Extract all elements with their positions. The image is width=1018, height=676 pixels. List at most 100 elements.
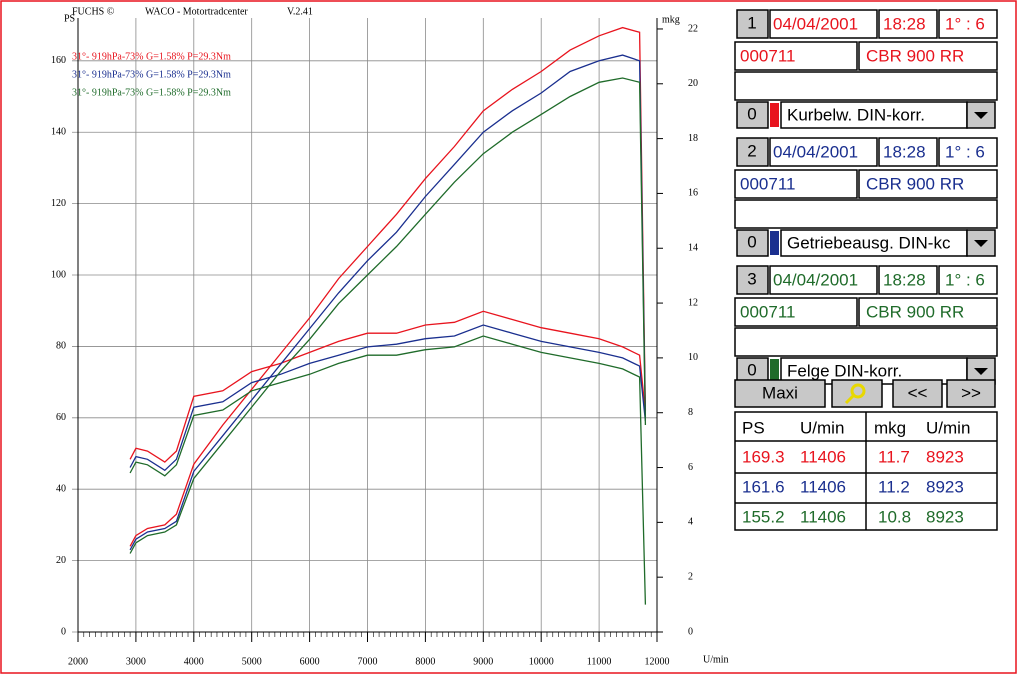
torque-line [129, 335, 647, 605]
ratio-field [938, 265, 998, 295]
color-swatch [770, 359, 779, 383]
arrow-icon [974, 368, 988, 375]
table-cell: 11.2 [878, 477, 910, 496]
button-label: >> [961, 383, 981, 402]
correction: Kurbelw. DIN-korr. [787, 105, 925, 124]
date-field [769, 137, 878, 167]
date-field [769, 9, 878, 39]
run-number: 3 [747, 269, 756, 288]
x-tick-label: 5000 [242, 656, 262, 667]
y2-tick-label: 20 [688, 78, 698, 89]
blank-field [734, 327, 998, 357]
date: 04/04/2001 [773, 14, 858, 33]
model-field [858, 297, 998, 327]
correction-dropdown[interactable] [780, 101, 968, 129]
model: CBR 900 RR [866, 302, 964, 321]
header-text: V.2.41 [287, 6, 313, 17]
run-number[interactable] [736, 9, 769, 39]
table-cell: 169.3 [742, 447, 785, 466]
time-field [878, 9, 938, 39]
time: 18:28 [883, 142, 926, 161]
table-cell: 11406 [800, 507, 846, 526]
button-label: Maxi [762, 383, 798, 402]
x-tick-label: 7000 [358, 656, 378, 667]
torque-line [129, 324, 647, 472]
table-cell: 155.2 [742, 507, 785, 526]
y2-tick-label: 0 [688, 626, 693, 637]
correction: Felge DIN-korr. [787, 361, 902, 380]
run-id: 000711 [740, 174, 795, 193]
y-tick-label: 160 [51, 55, 66, 66]
x-tick-label: 8000 [415, 656, 435, 667]
time-field [878, 137, 938, 167]
x-tick-label: 6000 [300, 656, 320, 667]
arrow-icon [974, 112, 988, 119]
header-text: FUCHS © [72, 6, 115, 17]
x-tick-label: 3000 [126, 656, 146, 667]
run-number[interactable] [736, 265, 769, 295]
y2-tick-label: 10 [688, 352, 698, 363]
x-tick-label: 12000 [645, 656, 670, 667]
table-header: U/min [800, 418, 844, 437]
x-tick-label: 4000 [184, 656, 204, 667]
y2-axis-label: mkg [662, 14, 680, 25]
table-cell: 8923 [926, 507, 964, 526]
y-tick-label: 0 [61, 626, 66, 637]
y2-tick-label: 6 [688, 462, 693, 473]
id-field [734, 297, 858, 327]
torque-line [129, 310, 647, 463]
id-field [734, 169, 858, 199]
table-cell: 11.7 [878, 447, 910, 466]
time: 18:28 [883, 14, 926, 33]
correction: Getriebeausg. DIN-kc [787, 233, 951, 252]
header-text: WACO - Motortradcenter [145, 6, 248, 17]
ratio-field [938, 9, 998, 39]
time: 18:28 [883, 270, 926, 289]
legend-entry: 31°- 919hPa-73% G=1.58% P=29.3Nm [72, 51, 231, 62]
table-cell: 10.8 [878, 507, 911, 526]
color-swatch [770, 103, 779, 127]
blank-field [734, 71, 998, 101]
power-line [129, 77, 647, 554]
date-field [769, 265, 878, 295]
x-tick-label: 11000 [587, 656, 612, 667]
selector[interactable] [736, 101, 769, 129]
y-tick-label: 120 [51, 198, 66, 209]
button[interactable] [946, 379, 996, 408]
y2-tick-label: 16 [688, 188, 698, 199]
table-cell: 161.6 [742, 477, 785, 496]
button[interactable] [734, 379, 826, 408]
table-cell: 11406 [800, 447, 846, 466]
ratio: 1° : 6 [945, 14, 985, 33]
time-field [878, 265, 938, 295]
arrow-icon [974, 240, 988, 247]
run-number[interactable] [736, 137, 769, 167]
blank-field [734, 199, 998, 229]
y2-tick-label: 2 [688, 571, 693, 582]
x-tick-label: 9000 [473, 656, 493, 667]
y-tick-label: 40 [56, 484, 66, 495]
table-cell: 8923 [926, 477, 964, 496]
table-header: PS [742, 418, 765, 437]
y-tick-label: 20 [56, 555, 66, 566]
x-tick-label: 10000 [529, 656, 554, 667]
y2-tick-label: 22 [688, 23, 698, 34]
run-id: 000711 [740, 302, 795, 321]
table-cell: 8923 [926, 447, 964, 466]
run-number: 2 [747, 141, 756, 160]
color-swatch [770, 231, 779, 255]
button-label: << [908, 383, 928, 402]
selector[interactable] [736, 229, 769, 257]
legend-entry: 31°- 919hPa-73% G=1.58% P=29.3Nm [72, 87, 231, 98]
button[interactable] [892, 379, 943, 408]
correction-dropdown[interactable] [780, 229, 968, 257]
ratio: 1° : 6 [945, 142, 985, 161]
run-number: 1 [747, 13, 756, 32]
magnifier-icon [850, 383, 866, 399]
y-axis-label: PS [64, 13, 75, 24]
y-tick-label: 100 [51, 269, 66, 280]
y2-tick-label: 4 [688, 517, 693, 528]
id-field [734, 41, 858, 71]
y2-tick-label: 8 [688, 407, 693, 418]
